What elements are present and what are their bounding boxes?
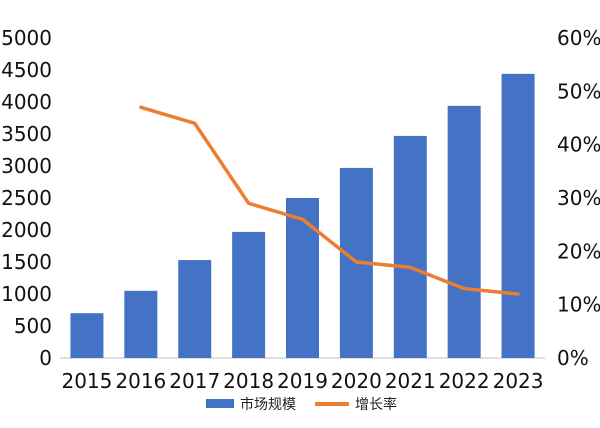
x-tick-label: 2018 — [223, 369, 274, 393]
x-tick-label: 2022 — [439, 369, 490, 393]
y-right-tick-label: 50% — [557, 79, 600, 103]
y-right-tick-label: 0% — [557, 346, 589, 370]
y-right-tick-label: 40% — [557, 133, 600, 157]
y-axis-right: 0% 10% 20% 30% 40% 50% 60% — [557, 26, 600, 370]
x-tick-label: 2016 — [115, 369, 166, 393]
y-axis-left: 0 500 1000 1500 2000 2500 3000 3500 4000 4500 5000 — [1, 26, 52, 370]
bar-2016 — [124, 290, 158, 358]
growth-rate-line — [139, 105, 520, 296]
line-series — [139, 105, 520, 296]
y-right-tick-label: 30% — [557, 186, 600, 210]
y-left-tick-label: 4000 — [1, 90, 52, 114]
x-tick-label: 2019 — [277, 369, 328, 393]
bar-2018 — [232, 231, 266, 358]
y-right-tick-label: 60% — [557, 26, 600, 50]
y-right-tick-label: 20% — [557, 239, 600, 263]
bar-2023 — [501, 73, 535, 358]
legend-swatch-bar — [206, 399, 234, 408]
bar-2021 — [393, 135, 427, 358]
bar-2019 — [286, 198, 319, 358]
y-left-tick-label: 4500 — [1, 58, 52, 82]
bar-series — [70, 73, 535, 358]
x-axis: 2015 2016 2017 2018 2019 2020 2021 2022 2023 — [61, 369, 543, 393]
bar-2015 — [70, 313, 104, 358]
x-tick-label: 2015 — [61, 369, 112, 393]
legend-label-line: 增长率 — [355, 396, 397, 413]
x-tick-label: 2021 — [385, 369, 436, 393]
y-left-tick-label: 500 — [14, 314, 52, 338]
y-left-tick-label: 3000 — [1, 154, 52, 178]
x-tick-label: 2017 — [169, 369, 220, 393]
y-right-tick-label: 10% — [557, 293, 600, 317]
y-left-tick-label: 0 — [39, 346, 52, 370]
bar-2017 — [178, 260, 212, 358]
y-left-tick-label: 3500 — [1, 122, 52, 146]
y-left-tick-label: 2500 — [1, 186, 52, 210]
x-tick-label: 2023 — [493, 369, 544, 393]
y-left-tick-label: 5000 — [1, 26, 52, 50]
legend: 市场规模 增长率 — [206, 396, 397, 413]
bar-2022 — [447, 105, 481, 358]
x-tick-label: 2020 — [331, 369, 382, 393]
y-left-tick-label: 2000 — [1, 218, 52, 242]
legend-label-bar: 市场规模 — [240, 396, 296, 413]
y-left-tick-label: 1000 — [1, 282, 52, 306]
y-left-tick-label: 1500 — [1, 250, 52, 274]
